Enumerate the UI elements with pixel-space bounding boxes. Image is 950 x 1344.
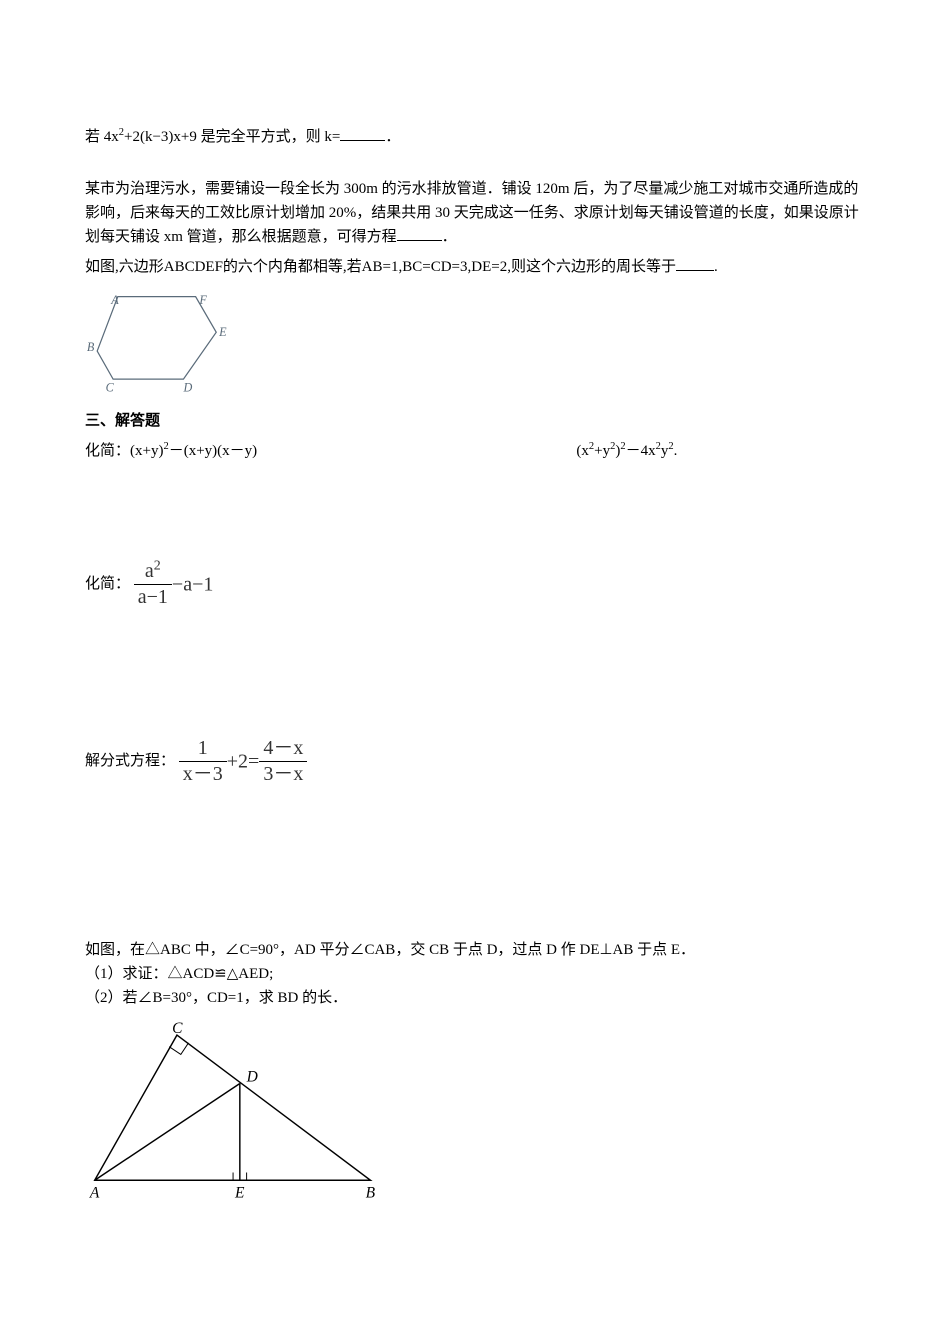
hex-label-A: A: [110, 293, 119, 307]
q1-prefix: 若 4x: [85, 129, 119, 145]
q4-left-prefix: 化简：(x+y): [85, 443, 163, 459]
q7-line3: （2）若∠B=30°，CD=1，求 BD 的长．: [85, 986, 865, 1010]
q5-den: a−1: [134, 585, 172, 610]
tri-label-E: E: [234, 1185, 245, 1202]
tri-label-C: C: [172, 1020, 183, 1037]
simplify-left: 化简：(x+y)2－(x+y)(x－y): [85, 439, 576, 463]
q2-suffix: ．: [442, 229, 457, 245]
hex-label-E: E: [218, 325, 227, 339]
q5-num-base: a: [145, 560, 154, 582]
question-perfect-square: 若 4x2+2(k−3)x+9 是完全平方式，则 k=．: [85, 125, 865, 149]
question-simplify-pair: 化简：(x+y)2－(x+y)(x－y) (x2+y2)2－4x2y2.: [85, 439, 865, 463]
question-hexagon: 如图,六边形ABCDEF的六个内角都相等,若AB=1,BC=CD=3,DE=2,…: [85, 255, 865, 279]
q6-f2-den: 3－x: [259, 762, 307, 787]
triangle-figure: A B C D E: [85, 1020, 385, 1205]
tri-label-B: B: [366, 1185, 376, 1202]
simplify-right: (x2+y2)2－4x2y2.: [576, 439, 865, 463]
q3-suffix: .: [714, 259, 718, 275]
q4-right-prefix: (x: [576, 443, 589, 459]
q5-num: a2: [134, 559, 172, 585]
section-3-title: 三、解答题: [85, 409, 865, 433]
hexagon-shape: [97, 297, 216, 380]
hex-label-F: F: [198, 293, 207, 307]
q3-text: 如图,六边形ABCDEF的六个内角都相等,若AB=1,BC=CD=3,DE=2,…: [85, 259, 676, 275]
line-ad: [95, 1083, 240, 1180]
spacer-2: [85, 616, 865, 736]
q4-r-mid1: +y: [594, 443, 610, 459]
q6-prefix: 解分式方程：: [85, 753, 175, 769]
tri-label-A: A: [89, 1185, 100, 1202]
q6-f1-den: x－3: [179, 762, 227, 787]
hexagon-figure: A F E D C B: [85, 289, 235, 399]
question-simplify-fraction: 化简： a2 a−1 −a−1: [85, 559, 865, 610]
spacer-3: [85, 793, 865, 938]
q6-frac1: 1 x－3: [179, 736, 227, 787]
q5-prefix: 化简：: [85, 576, 130, 592]
q7-line2: （1）求证：△ACD≌△AED;: [85, 962, 865, 986]
hex-label-D: D: [182, 380, 192, 394]
spacer-1: [85, 469, 865, 559]
q1-suffix: ．: [385, 129, 400, 145]
q6-f2-num: 4－x: [259, 736, 307, 762]
q4-r-suffix: .: [674, 443, 678, 459]
q6-f1-num: 1: [179, 736, 227, 762]
question-triangle: 如图，在△ABC 中，∠C=90°，AD 平分∠CAB，交 CB 于点 D，过点…: [85, 938, 865, 1010]
q6-frac2: 4－x 3－x: [259, 736, 307, 787]
q7-line1: 如图，在△ABC 中，∠C=90°，AD 平分∠CAB，交 CB 于点 D，过点…: [85, 938, 865, 962]
q1-mid: +2(k−3)x+9 是完全平方式，则 k=: [124, 129, 340, 145]
q5-num-sup: 2: [154, 558, 161, 573]
q3-blank: [676, 256, 714, 271]
q2-blank: [397, 226, 442, 241]
question-fractional-equation: 解分式方程： 1 x－3 +2= 4－x 3－x: [85, 736, 865, 787]
tri-label-D: D: [246, 1069, 258, 1086]
q4-left-mid: －(x+y)(x－y): [169, 443, 257, 459]
q2-text: 某市为治理污水，需要铺设一段全长为 300m 的污水排放管道．铺设 120m 后…: [85, 181, 859, 245]
q4-r-mid3: －4x: [626, 443, 656, 459]
hex-label-C: C: [106, 380, 115, 394]
question-pipeline: 某市为治理污水，需要铺设一段全长为 300m 的污水排放管道．铺设 120m 后…: [85, 177, 865, 249]
q6-plus: +2=: [227, 751, 260, 773]
q5-fraction: a2 a−1: [134, 559, 172, 610]
q5-tail: −a−1: [172, 574, 213, 596]
triangle-abc: [95, 1035, 371, 1180]
hex-label-B: B: [87, 340, 95, 354]
q1-blank: [340, 126, 385, 141]
